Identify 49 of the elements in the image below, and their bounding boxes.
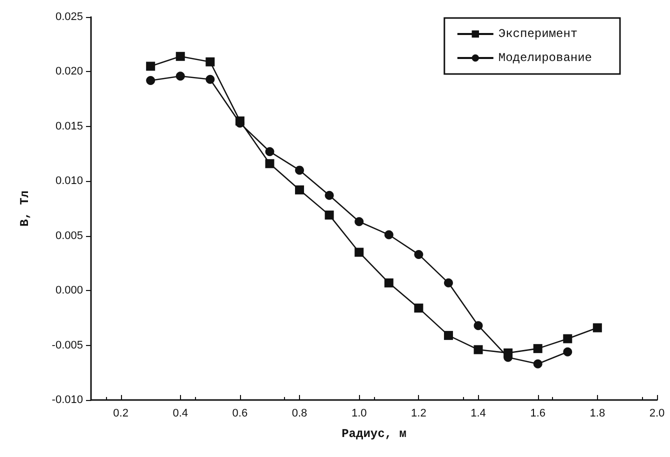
point [533,344,542,354]
legend-label: Моделирование [498,51,592,65]
point [265,159,274,168]
x-tick-label: 1.0 [351,408,367,420]
point [474,345,483,354]
x-tick-label: 1.2 [411,408,426,420]
point [384,278,394,288]
point [265,147,274,156]
point [176,52,185,61]
legend-label: Эксперимент [498,27,578,41]
x-tick-label: 0.8 [292,408,308,420]
x-tick-label: 0.6 [232,408,248,420]
point [563,334,572,344]
y-tick-label: 0.000 [55,284,83,297]
point [295,185,304,194]
point [414,250,424,259]
y-axis-title: B, Тл [18,190,32,227]
point [444,330,453,340]
point [206,57,215,66]
y-tick-label: -0.005 [52,339,83,352]
x-tick-label: 0.2 [113,408,128,420]
point [384,230,394,240]
point [563,347,572,356]
point [533,359,542,368]
y-tick-label: 0.010 [55,175,83,188]
point [444,278,453,288]
point [474,321,483,330]
y-tick-label: 0.025 [55,11,83,23]
point [206,74,215,84]
y-tick-label: 0.005 [55,230,83,242]
y-tick-label: 0.015 [55,120,83,132]
y-tick-label: 0.020 [55,66,83,78]
point [295,166,304,175]
x-tick-label: 1.6 [530,408,546,420]
point [354,248,364,257]
x-tick-label: 0.4 [172,408,188,420]
x-tick-label: 1.8 [590,408,606,420]
point [324,210,334,220]
point [324,190,334,200]
point [176,72,185,81]
point [146,62,156,71]
point [592,323,602,332]
x-tick-label: 1.4 [470,408,486,420]
point [146,76,156,85]
x-tick-label: 2.0 [649,408,665,420]
point [414,304,424,313]
x-axis-title: Радиус, м [342,427,406,441]
y-tick-label: -0.010 [52,394,83,406]
point [354,217,364,226]
